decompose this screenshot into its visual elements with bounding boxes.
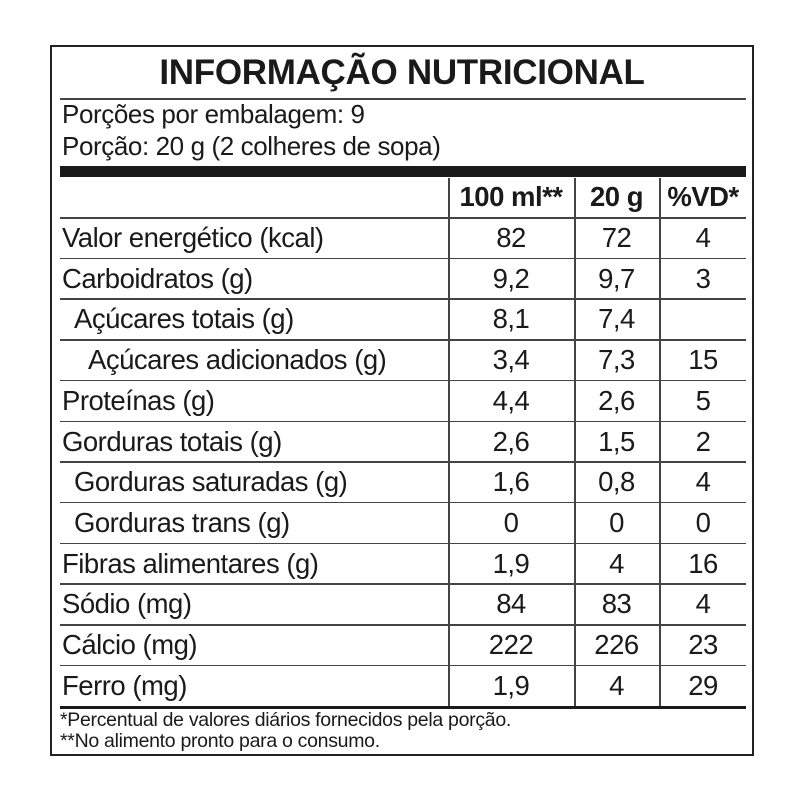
- value-per-100ml: 84: [496, 588, 526, 620]
- column-divider: [448, 178, 450, 708]
- value-per-portion: 1,5: [598, 425, 635, 457]
- value-per-portion: 2,6: [598, 384, 635, 416]
- value-per-portion: 4: [609, 547, 624, 579]
- table-row: Açúcares totais (g) 8,1 7,4: [52, 299, 752, 340]
- row-divider: [60, 461, 746, 463]
- value-per-100ml: 1,9: [492, 669, 530, 701]
- value-per-100ml: 9,2: [492, 262, 530, 294]
- value-daily-percent: 16: [688, 547, 718, 579]
- row-divider: [60, 379, 746, 382]
- value-per-100ml: 1,9: [492, 547, 530, 579]
- row-divider: [60, 298, 746, 300]
- label-title: INFORMAÇÃO NUTRICIONAL: [159, 53, 645, 92]
- value-per-100ml: 2,6: [492, 425, 530, 457]
- nutrient-label: Proteínas (g): [62, 384, 215, 416]
- thick-divider: [60, 166, 746, 177]
- value-per-portion: 0: [609, 506, 624, 538]
- table-row: Cálcio (mg) 222 226 23: [52, 625, 752, 666]
- servings-per-package: Porções por embalagem: 9: [62, 99, 365, 129]
- table-row: Proteínas (g) 4,4 2,6 5: [52, 381, 752, 422]
- value-daily-percent: 15: [688, 344, 718, 376]
- value-per-100ml: 4,4: [492, 384, 530, 416]
- column-divider: [574, 178, 576, 708]
- value-per-portion: 83: [601, 588, 632, 620]
- table-row: Ferro (mg) 1,9 4 29: [52, 666, 752, 707]
- column-header-portion: 20 g: [589, 181, 644, 212]
- value-per-portion: 226: [594, 629, 639, 660]
- value-daily-percent: 4: [695, 588, 711, 620]
- nutrient-label: Gorduras totais (g): [62, 425, 282, 457]
- footnote-ready-to-eat: **No alimento pronto para o consumo.: [60, 730, 380, 752]
- row-divider: [60, 542, 746, 545]
- table-row: Fibras alimentares (g) 1,9 4 16: [52, 544, 752, 585]
- table-row: Carboidratos (g) 9,2 9,7 3: [52, 259, 752, 300]
- nutrient-label: Ferro (mg): [62, 669, 187, 701]
- nutrient-label: Gorduras saturadas (g): [74, 466, 348, 498]
- value-per-100ml: 82: [496, 222, 526, 253]
- value-per-100ml: 1,6: [492, 466, 530, 498]
- value-daily-percent: 2: [695, 425, 711, 457]
- table-row: Valor energético (kcal) 82 72 4: [52, 218, 752, 259]
- value-daily-percent: 4: [695, 466, 711, 498]
- value-per-portion: 7,3: [598, 344, 635, 376]
- value-per-portion: 9,7: [598, 262, 635, 294]
- nutrient-label: Açúcares adicionados (g): [88, 344, 387, 376]
- value-daily-percent: 4: [695, 222, 711, 253]
- table-row: Sódio (mg) 84 83 4: [52, 584, 752, 625]
- value-daily-percent: 29: [688, 669, 718, 701]
- column-header-100ml: 100 ml**: [459, 181, 563, 212]
- bottom-divider: [60, 706, 746, 709]
- nutrition-facts-label: INFORMAÇÃO NUTRICIONAL Porções por embal…: [50, 45, 754, 756]
- footnote-vd: *Percentual de valores diários fornecido…: [60, 709, 511, 731]
- value-daily-percent: 3: [695, 262, 711, 294]
- nutrient-label: Carboidratos (g): [62, 262, 253, 294]
- row-divider: [60, 624, 746, 626]
- nutrient-label: Valor energético (kcal): [62, 222, 324, 253]
- row-divider: [60, 257, 746, 260]
- nutrient-label: Gorduras trans (g): [74, 506, 290, 538]
- table-row: Açúcares adicionados (g) 3,4 7,3 15: [52, 340, 752, 381]
- row-divider: [60, 217, 746, 219]
- header-row: 100 ml** 20 g %VD*: [52, 177, 752, 218]
- nutrient-label: Cálcio (mg): [62, 629, 198, 660]
- table-row: Gorduras saturadas (g) 1,6 0,8 4: [52, 462, 752, 503]
- value-daily-percent: 5: [695, 384, 711, 416]
- nutrient-label: Fibras alimentares (g): [62, 547, 319, 579]
- row-divider: [60, 664, 746, 667]
- value-per-100ml: 222: [488, 629, 534, 660]
- row-divider: [60, 420, 746, 422]
- column-header-vd: %VD*: [667, 181, 739, 212]
- table-row: Gorduras trans (g) 0 0 0: [52, 503, 752, 544]
- value-per-portion: 7,4: [598, 303, 635, 335]
- value-daily-percent: 23: [688, 629, 718, 660]
- value-per-100ml: 3,4: [492, 344, 530, 376]
- row-divider: [60, 583, 746, 585]
- nutrient-label: Sódio (mg): [62, 588, 192, 620]
- value-daily-percent: 0: [695, 506, 711, 538]
- value-per-100ml: 0: [503, 506, 519, 538]
- row-divider: [60, 501, 746, 504]
- value-per-100ml: 8,1: [492, 303, 530, 335]
- value-per-portion: 0,8: [598, 466, 635, 498]
- divider: [60, 98, 746, 100]
- column-divider: [659, 178, 661, 708]
- value-per-portion: 4: [609, 669, 624, 701]
- value-per-portion: 72: [601, 222, 632, 253]
- nutrient-label: Açúcares totais (g): [74, 303, 294, 335]
- table-row: Gorduras totais (g) 2,6 1,5 2: [52, 422, 752, 463]
- serving-size: Porção: 20 g (2 colheres de sopa): [62, 131, 441, 161]
- row-divider: [60, 339, 746, 341]
